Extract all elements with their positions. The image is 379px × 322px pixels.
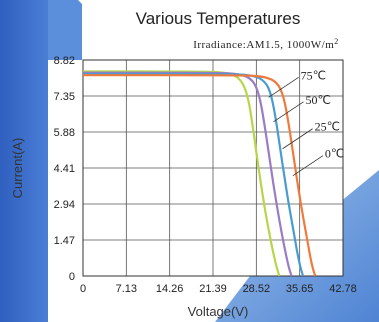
y-tick-label: 7.35 <box>54 91 75 103</box>
y-tick-label: 1.47 <box>54 235 75 247</box>
grid <box>82 59 344 277</box>
series-label-leader-1 <box>273 101 304 123</box>
series-labels: 75℃ 50℃ 25℃ 0℃ <box>268 68 344 177</box>
series-label-leader-3 <box>292 155 324 177</box>
series-line-3 <box>82 74 317 277</box>
series-line-2 <box>83 72 305 277</box>
left-band-decoration <box>0 0 48 322</box>
top-left-notch <box>78 0 98 20</box>
y-tick-label: 8.82 <box>54 55 75 67</box>
x-tick-label: 7.13 <box>116 283 137 295</box>
series-label-3: 0℃ <box>325 147 344 161</box>
x-tick-label: 0 <box>80 283 86 295</box>
chart-title: Various Temperatures <box>136 9 301 28</box>
plot-frame <box>82 59 344 277</box>
x-axis-label: Voltage(V) <box>188 304 249 319</box>
y-tick-label: 4.41 <box>54 163 75 175</box>
x-tick-label: 21.39 <box>199 283 227 295</box>
series-lines <box>82 70 317 277</box>
chart-subtitle-sup: 2 <box>334 37 339 46</box>
x-tick-label: 28.52 <box>243 283 271 295</box>
chart-subtitle: Irradiance:AM1.5, 1000W/m2 <box>193 37 339 51</box>
series-label-2: 25℃ <box>315 120 340 134</box>
y-tick-label: 2.94 <box>54 199 75 211</box>
tick-labels: 0 7.13 14.26 21.39 28.52 35.65 42.78 0 1.47 2.94 4… <box>54 55 357 295</box>
y-tick-label: 0 <box>69 271 75 283</box>
chart-subtitle-main: Irradiance:AM1.5, 1000W/m <box>193 39 334 51</box>
series-line-1 <box>83 71 293 277</box>
x-tick-label: 35.65 <box>286 283 314 295</box>
series-label-leader-0 <box>268 76 299 98</box>
y-axis-label: Current(A) <box>10 138 25 199</box>
x-tick-label: 42.78 <box>329 283 357 295</box>
x-tick-label: 14.26 <box>156 283 184 295</box>
y-tick-label: 5.88 <box>54 127 75 139</box>
series-label-1: 50℃ <box>305 93 330 107</box>
series-label-leader-2 <box>282 128 313 150</box>
top-left-decoration <box>48 0 82 60</box>
series-label-0: 75℃ <box>301 68 326 82</box>
